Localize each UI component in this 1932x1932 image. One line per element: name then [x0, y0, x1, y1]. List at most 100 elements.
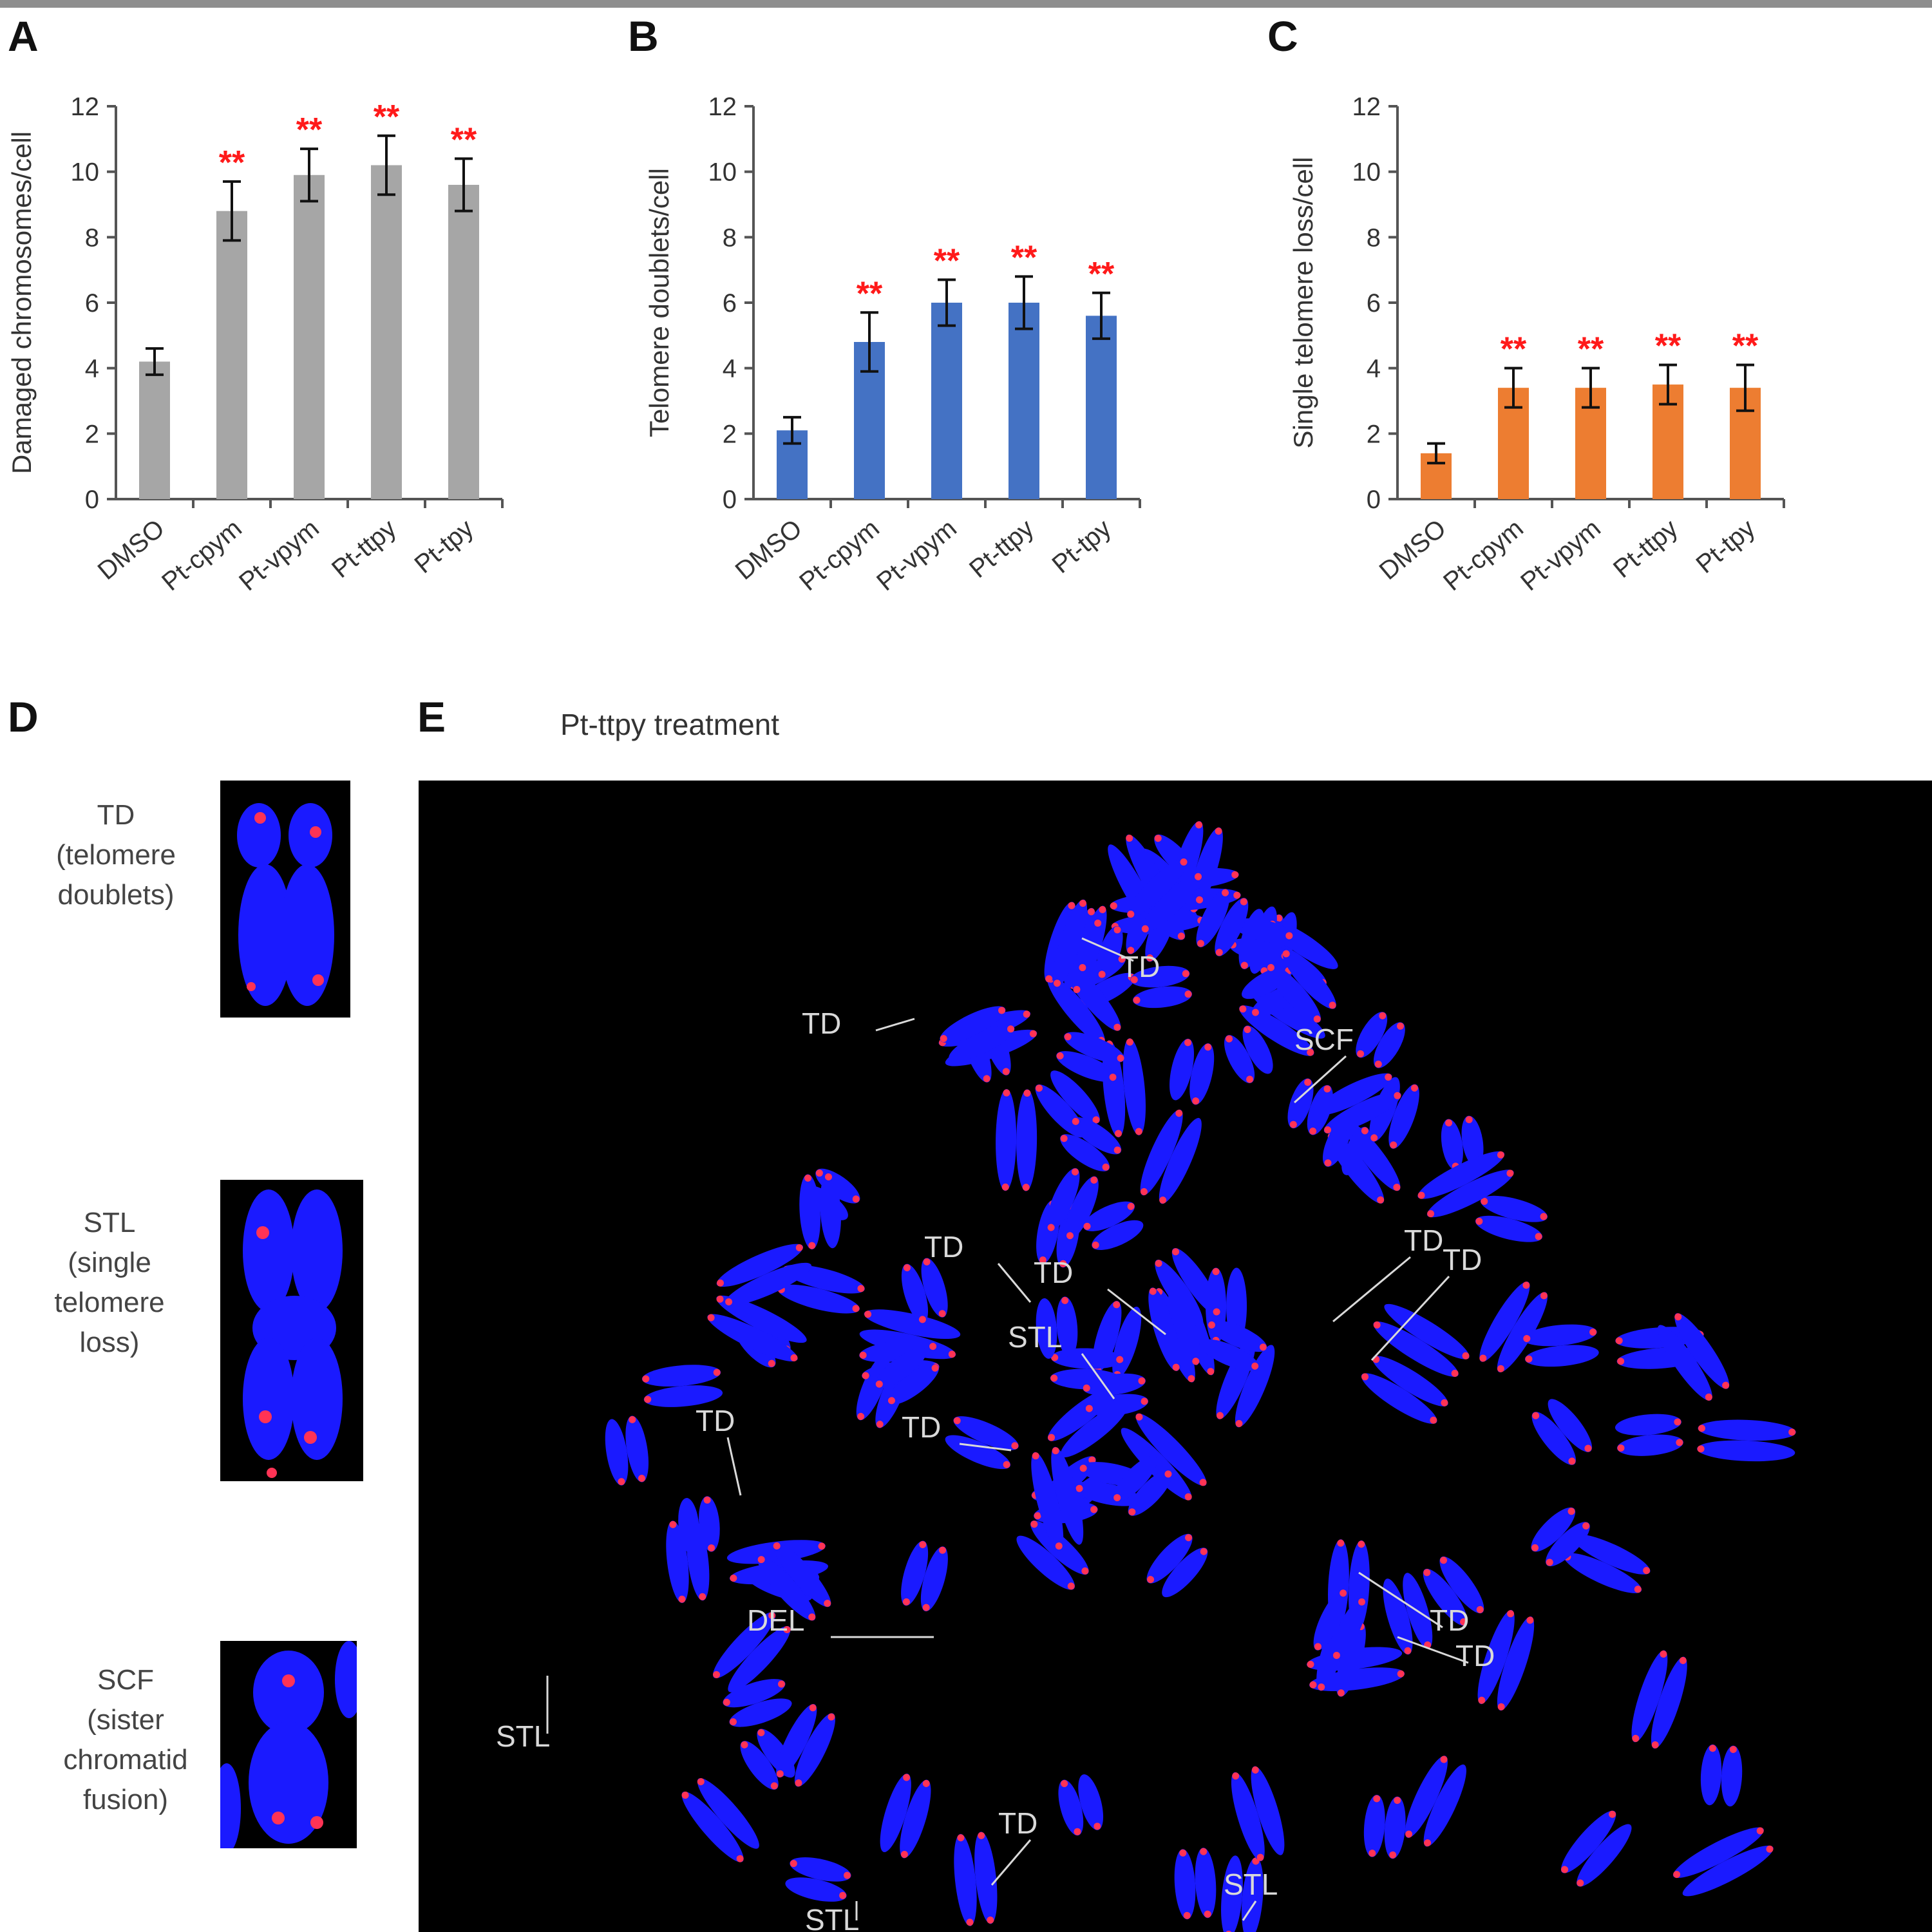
y-tick-label: 10: [71, 158, 100, 187]
chromosome: [901, 1540, 948, 1612]
category-label: Pt-ttpy: [964, 514, 1039, 583]
y-tick-label: 6: [85, 289, 99, 317]
y-tick-label: 12: [1352, 93, 1381, 121]
chromosome: [713, 1612, 791, 1692]
annotation-arrow: [1107, 1288, 1166, 1336]
chromosome: [1056, 1032, 1124, 1083]
bar: [1009, 303, 1039, 499]
annotation-arrow: [997, 1263, 1032, 1303]
panel-letter-a: A: [8, 12, 39, 60]
chart-c: 0 2 4 6 8 10 12 Single telomere loss/cell DMSO **…: [1282, 71, 1913, 650]
inset-scf-line2: (sister: [87, 1704, 164, 1736]
inset-caption-stl: STL (single telomere loss): [19, 1203, 200, 1363]
chromosome: [1130, 965, 1193, 1009]
significance-marker: **: [219, 144, 245, 182]
significance-marker: **: [857, 275, 883, 312]
annotation-arrow: [875, 1018, 915, 1032]
y-tick-label: 10: [1352, 158, 1381, 187]
y-tick-label: 2: [723, 420, 737, 448]
annotation-arrow: [1081, 1353, 1115, 1399]
chromosome: [1174, 1848, 1217, 1920]
y-tick-label: 2: [85, 420, 99, 448]
annotation-label: STL: [805, 1903, 859, 1932]
chromosome: [1060, 1117, 1122, 1171]
chromosome: [707, 1295, 807, 1361]
chromosome: [1170, 1038, 1215, 1105]
chromosome: [681, 1778, 759, 1862]
chromosome: [1155, 1247, 1220, 1327]
inset-image-scf: [220, 1641, 357, 1848]
chromosome: [716, 1244, 812, 1306]
annotation-arrow: [1358, 1571, 1443, 1629]
y-tick-label: 4: [723, 355, 737, 383]
chromosome: [940, 1006, 1015, 1061]
annotation-label: TD: [1034, 1256, 1073, 1289]
annotation-arrow: [1332, 1256, 1411, 1323]
chromosome: [1313, 1589, 1367, 1660]
panel-letter-e: E: [417, 693, 446, 741]
y-tick-label: 8: [85, 223, 99, 252]
bar: [931, 303, 962, 499]
bar: [139, 361, 170, 499]
annotation-label: TD: [924, 1230, 963, 1264]
significance-marker: **: [1011, 239, 1037, 276]
chromosome: [678, 1496, 720, 1554]
y-tick-label: 12: [71, 93, 100, 121]
chromosome: [605, 1416, 649, 1486]
inset-stl-line3: telomere: [54, 1287, 165, 1318]
significance-marker: **: [1578, 331, 1604, 368]
chromosome: [1140, 1109, 1202, 1204]
chromosome: [1146, 1533, 1208, 1598]
category-label: Pt-cpym: [1438, 514, 1529, 596]
chromosome: [1083, 1373, 1149, 1416]
annotation-arrow: [990, 1839, 1032, 1886]
y-tick-label: 4: [85, 355, 99, 383]
chromosome: [1417, 1151, 1514, 1218]
panel-letter-d: D: [8, 693, 39, 741]
annotation-label: TD: [1404, 1224, 1443, 1257]
inset-image-td: [220, 781, 350, 1018]
y-tick-label: 0: [723, 486, 737, 514]
annotation-label: TD: [696, 1404, 735, 1437]
significance-marker: **: [934, 242, 960, 279]
chromosome: [1199, 1320, 1267, 1371]
category-label: Pt-vpym: [1515, 514, 1606, 596]
cropped-caption-strip: [0, 0, 1932, 8]
annotation-label: DEL: [747, 1604, 804, 1637]
category-label: Pt-cpym: [156, 514, 247, 596]
chromosome: [1441, 1115, 1484, 1170]
chromosome: [1231, 1766, 1285, 1861]
annotation-arrow: [726, 1437, 742, 1496]
inset-stl-chromosome: [243, 1189, 343, 1478]
category-label: Pt-tpy: [1046, 514, 1116, 579]
chromosome: [1113, 1455, 1173, 1516]
chromosome: [1196, 889, 1249, 956]
chromosome: [776, 1703, 835, 1787]
bar: [1086, 316, 1117, 499]
chromosome: [1267, 950, 1336, 1023]
annotation-arrow: [959, 1443, 1012, 1452]
chromosome: [1615, 1414, 1683, 1456]
chromosome: [1221, 1855, 1264, 1932]
inset-stl-line2: (single: [68, 1247, 151, 1278]
inset-scf-chromosome: [220, 1641, 357, 1848]
category-label: Pt-vpym: [871, 514, 962, 596]
bar: [294, 175, 325, 499]
chromosome: [1102, 1038, 1146, 1138]
chromosome: [1631, 1650, 1687, 1749]
chromosome: [1560, 1810, 1632, 1887]
significance-marker: **: [1732, 328, 1759, 365]
chromosome: [723, 1679, 792, 1727]
y-tick-label: 12: [708, 93, 737, 121]
annotation-label: STL: [1008, 1320, 1062, 1354]
chromosome: [1531, 1399, 1593, 1465]
y-axis-label: Single telomere loss/cell: [1288, 157, 1318, 449]
inset-caption-td: TD (telomere doublets): [26, 795, 206, 915]
inset-image-stl: [220, 1180, 363, 1481]
significance-marker: **: [451, 121, 477, 158]
chromosome: [880, 1774, 931, 1859]
chromosome: [1475, 1195, 1548, 1242]
inset-stl-line4: loss): [79, 1327, 140, 1358]
chromosome: [1046, 1168, 1099, 1240]
